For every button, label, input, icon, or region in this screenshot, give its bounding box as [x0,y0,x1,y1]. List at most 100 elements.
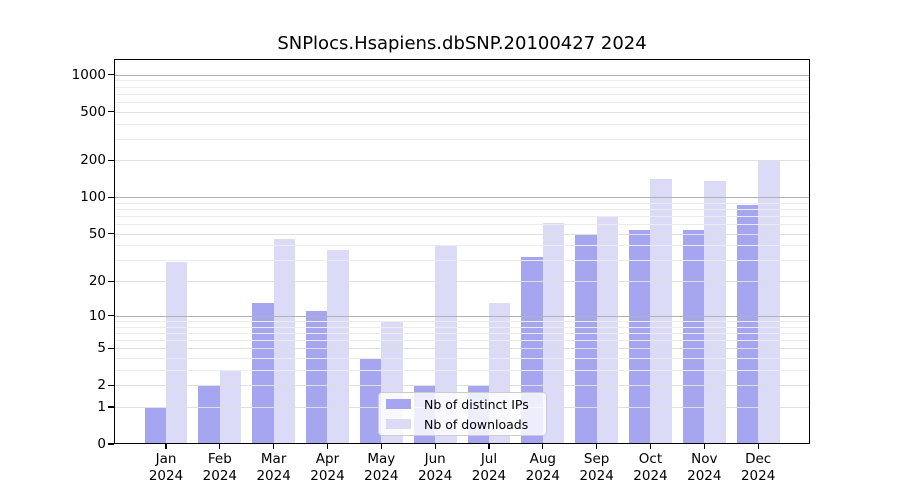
y-tick-label: 2 [97,377,106,394]
bar-downloads-mar [273,239,296,444]
x-tick-mark [380,444,382,449]
legend-row-distinct-ips: Nb of distinct IPs [386,397,546,412]
x-tick-label: Feb 2024 [190,451,250,484]
x-tick-mark [542,444,544,449]
y-tick-label: 0 [97,436,106,452]
gridline-100 [114,197,810,199]
legend-swatch-distinct-ips [386,399,411,409]
gridline-minor [114,80,810,82]
gridline-minor [114,245,810,247]
y-tick-label: 50 [88,225,106,242]
gridline-minor [114,216,810,218]
bar-downloads-nov [704,180,726,444]
x-tick-year: 2024 [148,467,184,484]
bar-ips-mar [252,302,274,444]
bar-ips-feb [198,385,220,444]
gridline-minor [114,320,810,322]
y-tick-mark [108,443,114,445]
bar-ips-jan [144,406,166,444]
x-tick-label: Nov 2024 [674,451,734,484]
bar-downloads-oct [650,179,672,444]
y-tick-label: 5 [97,340,106,357]
gridline-minor [114,123,810,125]
y-tick-label: 1000 [71,66,106,83]
x-tick-year: 2024 [687,467,722,484]
gridline-2 [114,385,810,387]
x-tick-label: May 2024 [351,451,411,484]
gridline-minor [114,101,810,103]
y-tick-label: 20 [88,273,106,290]
bar-ips-nov [682,229,705,444]
x-tick-mark [757,444,759,449]
gridline-minor [114,202,810,204]
x-tick-label: Dec 2024 [728,451,788,484]
gridline-minor [114,357,810,359]
gridline-minor [114,224,810,226]
y-tick-label: 100 [80,189,106,206]
y-tick-mark [108,196,114,198]
x-tick-year: 2024 [633,467,668,484]
x-tick-label: Aug 2024 [513,451,573,484]
x-tick-year: 2024 [579,467,614,484]
legend-swatch-downloads [386,419,411,429]
legend-row-downloads: Nb of downloads [386,417,546,432]
x-tick-mark [219,444,221,449]
gridline-1000 [114,74,810,76]
legend: Nb of distinct IPs Nb of downloads [378,392,547,436]
x-tick-label: Oct 2024 [620,451,680,484]
x-tick-label: Jun 2024 [405,451,465,484]
gridline-minor [114,369,810,371]
x-tick-year: 2024 [740,467,776,484]
y-tick-mark [108,111,114,113]
x-tick-mark [434,444,436,449]
bar-ips-dec [736,204,759,444]
bar-ips-apr [306,311,328,444]
x-tick-year: 2024 [525,467,560,484]
y-tick-mark [108,384,114,386]
x-tick-label: Sep 2024 [567,451,627,484]
gridline-minor [114,260,810,262]
legend-label-downloads: Nb of downloads [424,416,529,432]
y-tick-mark [108,74,114,76]
bar-downloads-jan [166,262,188,444]
x-tick-mark [703,444,705,449]
gridline-50 [114,233,810,235]
gridline-minor [114,86,810,88]
y-tick-mark [108,347,114,349]
bar-downloads-dec [758,160,780,444]
gridline-5 [114,348,810,350]
y-tick-mark [108,315,114,317]
gridline-minor [114,339,810,341]
bar-downloads-feb [219,369,242,444]
x-tick-label: Apr 2024 [297,451,357,484]
x-tick-label: Jul 2024 [459,451,519,484]
plot-area [114,59,810,444]
y-tick-mark [108,280,114,282]
bar-downloads-apr [327,249,349,444]
x-tick-mark [326,444,329,449]
x-tick-label: Jan 2024 [136,451,196,484]
gridline-500 [114,111,810,113]
x-tick-mark [488,444,490,449]
gridline-10 [114,315,810,317]
y-tick-mark [108,233,114,235]
x-tick-mark [273,444,275,449]
x-tick-mark [596,444,598,449]
x-tick-year: 2024 [417,467,453,484]
x-tick-year: 2024 [364,467,399,484]
gridline-200 [114,160,810,162]
gridline-minor [114,326,810,328]
bar-ips-sep [575,233,597,444]
y-tick-label: 200 [80,152,106,169]
bar-ips-may [359,357,382,444]
y-tick-label: 10 [88,307,106,324]
y-tick-mark [108,406,114,408]
x-tick-year: 2024 [471,467,507,484]
gridline-minor [114,209,810,211]
legend-label-distinct-ips: Nb of distinct IPs [424,396,529,412]
x-tick-mark [165,444,167,449]
gridline-minor [114,138,810,140]
x-tick-label: Mar 2024 [244,451,304,484]
x-tick-year: 2024 [256,467,291,484]
